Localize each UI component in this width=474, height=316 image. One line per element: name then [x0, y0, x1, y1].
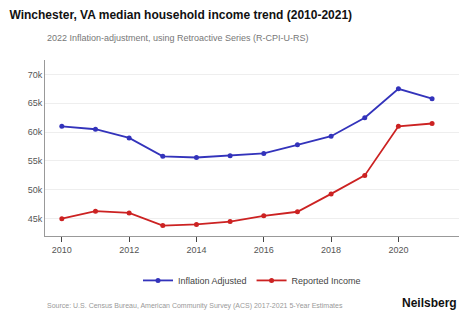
svg-text:70k: 70k	[28, 70, 43, 80]
svg-text:45k: 45k	[28, 214, 43, 224]
svg-text:55k: 55k	[28, 156, 43, 166]
svg-text:2022 Inflation-adjustment, usi: 2022 Inflation-adjustment, using Retroac…	[47, 33, 309, 43]
svg-text:2016: 2016	[254, 245, 274, 255]
svg-text:2012: 2012	[119, 245, 139, 255]
svg-text:2020: 2020	[388, 245, 408, 255]
svg-text:Neilsberg: Neilsberg	[402, 296, 457, 310]
svg-text:Inflation Adjusted: Inflation Adjusted	[178, 276, 247, 286]
svg-text:65k: 65k	[28, 98, 43, 108]
svg-text:2018: 2018	[321, 245, 341, 255]
svg-text:60k: 60k	[28, 127, 43, 137]
svg-text:2010: 2010	[52, 245, 72, 255]
svg-text:Reported Income: Reported Income	[292, 276, 361, 286]
svg-text:Source: U.S. Census Bureau, Am: Source: U.S. Census Bureau, American Com…	[47, 302, 343, 310]
svg-text:2014: 2014	[186, 245, 206, 255]
svg-text:50k: 50k	[28, 185, 43, 195]
svg-text:Winchester, VA median househol: Winchester, VA median household income t…	[9, 8, 352, 22]
